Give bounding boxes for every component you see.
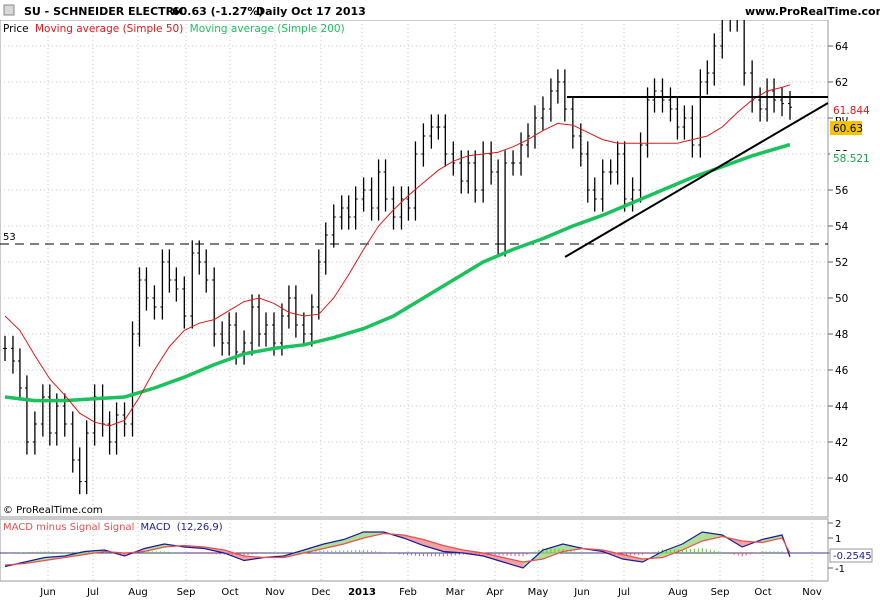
legend-price: Price [3, 23, 29, 35]
y-tick-label: 64 [835, 41, 849, 53]
x-tick-label: Jun [573, 587, 590, 598]
x-tick-label: Oct [221, 587, 238, 598]
x-tick-label: Apr [486, 587, 504, 598]
y-tick-label: 52 [835, 257, 848, 269]
macd-fill [343, 532, 364, 544]
macd-fill [443, 545, 464, 553]
ma200-line [4, 142, 791, 403]
x-tick-label: Dec [311, 587, 330, 598]
y-tick-label: 62 [835, 77, 848, 89]
macd-fill [403, 535, 424, 546]
y-tick-label: 48 [835, 329, 848, 341]
y-tick-label: 56 [835, 185, 849, 197]
x-tick-label: Aug [128, 587, 148, 598]
macd-legend-hist: MACD minus Signal Signal [3, 522, 134, 533]
macd-fill [144, 544, 165, 552]
macd-y-tick-label: -1 [835, 564, 845, 575]
macd-legend: MACD minus Signal Signal MACD (12,26,9) [3, 522, 223, 533]
symbol-title: SU - SCHNEIDER ELECTRIC [24, 5, 186, 18]
ma200-value-label: 58.521 [833, 153, 870, 165]
macd-value-label: -0.2545 [833, 551, 872, 562]
macd-fill [762, 535, 782, 543]
x-tick-label: Oct [754, 587, 771, 598]
macd-fill [503, 557, 523, 568]
macd-y-tick-label: 2 [835, 519, 841, 530]
macd-fill [323, 539, 344, 549]
indicator-legend: Price Moving average (Simple 50) Moving … [3, 23, 345, 35]
ma50-value-label: 61.844 [833, 105, 870, 117]
macd-fill [483, 553, 504, 562]
x-tick-label: May [528, 587, 549, 598]
support-level-label: 53 [3, 232, 16, 243]
macd-value-badge [829, 548, 873, 563]
macd-fill [463, 550, 484, 556]
x-tick-label: Aug [668, 587, 688, 598]
time-axis: Jun Jul Aug Sep Oct Nov Dec 2013 Feb Mar Apr May Jun… [39, 587, 822, 598]
x-tick-label: 2013 [348, 587, 376, 598]
y-tick-label: 42 [835, 437, 848, 449]
y-tick-label: 40 [835, 473, 848, 485]
x-tick-label: Jun [39, 587, 56, 598]
ma50-value-badge [830, 103, 868, 117]
macd-fill [224, 550, 245, 561]
x-tick-label: Sep [711, 587, 730, 598]
ma200-value-badge [830, 151, 868, 165]
macd-fill [682, 532, 703, 550]
legend-ma50: Moving average (Simple 50) [35, 23, 183, 35]
y-tick-label: 46 [835, 365, 849, 377]
vertical-gridlines [47, 20, 813, 581]
price-axis: 4042444648505254565860626466 [828, 5, 849, 485]
macd-fill [562, 544, 583, 552]
site-label[interactable]: www.ProRealTime.com [745, 5, 880, 18]
macd-axis: 210-1 [828, 519, 845, 575]
ascending-trendline [564, 102, 829, 258]
x-tick-label: Sep [177, 587, 196, 598]
current-price-label: 60.63 [833, 123, 863, 135]
y-tick-label: 44 [835, 401, 849, 413]
macd-fill [423, 539, 444, 552]
legend-ma200: Moving average (Simple 200) [190, 23, 345, 35]
macd-line [4, 531, 791, 569]
macd-y-tick-label: 1 [835, 534, 841, 545]
macd-fill [622, 554, 643, 562]
y-tick-label: 50 [835, 293, 848, 305]
macd-legend-name: MACD [141, 522, 171, 533]
header-bar [0, 0, 880, 20]
x-tick-label: Feb [399, 587, 417, 598]
copyright-label: © ProRealTime.com [3, 505, 103, 516]
menu-icon[interactable] [3, 4, 15, 16]
x-tick-label: Nov [265, 587, 285, 598]
x-tick-label: Jul [86, 587, 99, 598]
x-tick-label: Nov [802, 587, 822, 598]
signal-line [4, 532, 791, 566]
quote-value: 60.63 (-1.27%) [172, 5, 263, 18]
macd-fill [662, 544, 683, 558]
y-tick-label: 54 [835, 221, 849, 233]
x-tick-label: Jul [617, 587, 630, 598]
macd-fill [542, 544, 563, 559]
macd-fill [303, 544, 324, 553]
period-label: Daily Oct 17 2013 [256, 5, 366, 18]
macd-legend-params: (12,26,9) [177, 522, 223, 533]
current-price-badge [830, 121, 862, 135]
x-tick-label: Mar [446, 587, 466, 598]
ma50-line [4, 84, 791, 427]
